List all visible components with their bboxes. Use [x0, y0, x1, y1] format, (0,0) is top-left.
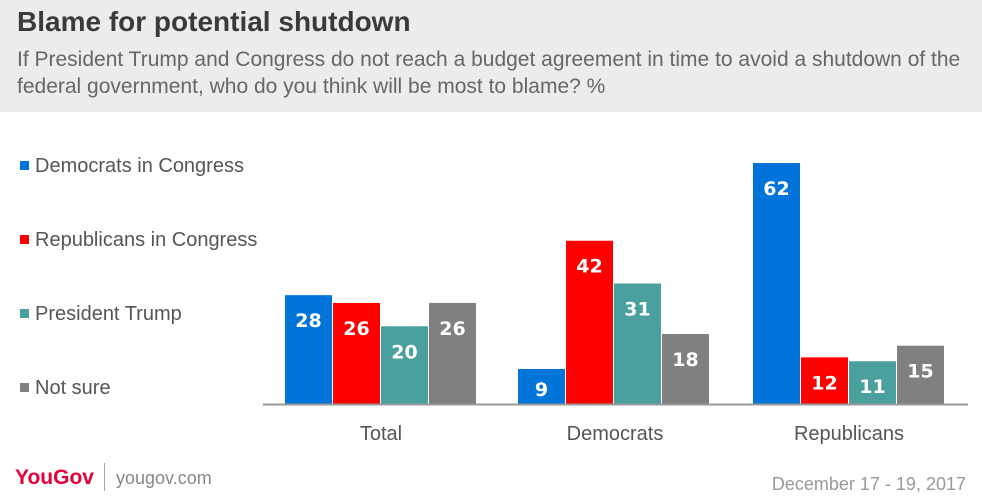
bar-democrats-republicans-in-congress	[566, 240, 613, 404]
data-label-total-democrats-in-congress: 28	[295, 310, 321, 332]
bar-republicans-republicans-in-congress	[801, 357, 848, 404]
legend-item-notsure: Not sure	[20, 377, 111, 400]
chart-title: Blame for potential shutdown	[17, 6, 411, 37]
legend-label-notsure: Not sure	[35, 377, 111, 399]
legend-swatch-trump	[20, 309, 29, 318]
legend-item-democrats: Democrats in Congress	[20, 155, 244, 178]
chart-subtitle: If President Trump and Congress do not r…	[17, 48, 961, 98]
legend-swatch-notsure	[20, 383, 29, 392]
legend-label-democrats: Democrats in Congress	[35, 155, 244, 177]
bar-democrats-not-sure	[662, 334, 709, 404]
legend-swatch-republicans	[20, 235, 29, 244]
legend-swatch-democrats	[20, 161, 29, 170]
data-label-total-president-trump: 20	[391, 341, 417, 363]
data-label-democrats-not-sure: 18	[672, 349, 698, 371]
header-band: Blame for potential shutdown If Presiden…	[0, 0, 982, 112]
legend-label-republicans: Republicans in Congress	[35, 229, 258, 251]
survey-date: December 17 - 19, 2017	[771, 474, 966, 494]
bar-total-democrats-in-congress	[285, 295, 332, 404]
category-label-republicans: Republicans	[794, 423, 904, 445]
category-label-total: Total	[360, 423, 402, 445]
bar-republicans-not-sure	[897, 345, 944, 404]
legend-item-republicans: Republicans in Congress	[20, 229, 257, 252]
data-label-republicans-president-trump: 11	[859, 376, 885, 398]
bar-total-president-trump	[381, 326, 428, 404]
data-label-democrats-democrats-in-congress: 9	[535, 379, 548, 401]
bar-total-republicans-in-congress	[333, 302, 380, 404]
data-label-republicans-republicans-in-congress: 12	[811, 372, 837, 394]
data-label-republicans-not-sure: 15	[907, 361, 933, 383]
category-label-democrats: Democrats	[567, 423, 664, 445]
yougov-logo: YouGov	[15, 466, 94, 489]
bar-republicans-president-trump	[849, 361, 896, 404]
legend-item-trump: President Trump	[20, 303, 182, 326]
bar-democrats-democrats-in-congress	[518, 369, 565, 404]
data-label-total-republicans-in-congress: 26	[343, 318, 369, 340]
footer-divider	[104, 463, 105, 491]
data-label-democrats-president-trump: 31	[624, 299, 650, 321]
legend-label-trump: President Trump	[35, 303, 182, 325]
bar-total-not-sure	[429, 302, 476, 404]
data-label-democrats-republicans-in-congress: 42	[576, 256, 602, 278]
bar-republicans-democrats-in-congress	[753, 163, 800, 404]
data-label-republicans-democrats-in-congress: 62	[763, 178, 789, 200]
footer-url[interactable]: yougov.com	[116, 468, 212, 488]
data-label-total-not-sure: 26	[439, 318, 465, 340]
bar-democrats-president-trump	[614, 283, 661, 404]
